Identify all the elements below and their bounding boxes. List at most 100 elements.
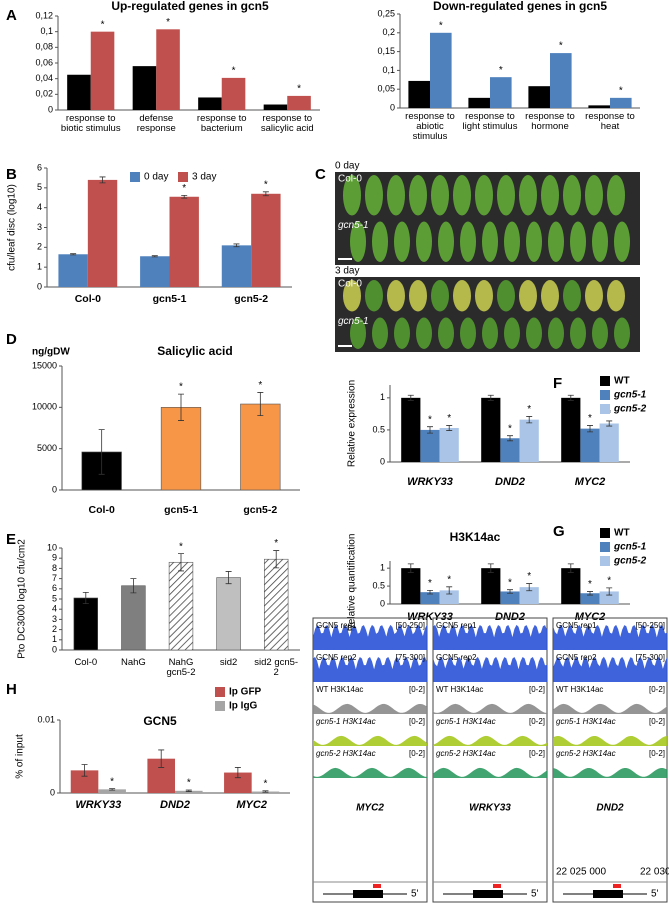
bar bbox=[58, 254, 88, 287]
significance-mark: * bbox=[297, 84, 301, 95]
y-tick-label: 0,1 bbox=[40, 26, 53, 36]
coverage-track bbox=[433, 735, 547, 746]
leaf bbox=[394, 221, 410, 262]
coverage-track bbox=[553, 703, 667, 714]
x-tick-label-box: Col-0 bbox=[88, 505, 115, 516]
row-label: Col-0 bbox=[338, 174, 362, 185]
bar bbox=[550, 53, 572, 108]
leaf bbox=[365, 175, 383, 216]
legend-label: gcn5-2 bbox=[613, 404, 647, 415]
row-label: Col-0 bbox=[338, 279, 362, 290]
bar bbox=[98, 789, 126, 793]
gene-name: DND2 bbox=[596, 803, 624, 814]
panel-label: G bbox=[553, 523, 565, 540]
leaf bbox=[519, 175, 537, 216]
significance-mark: * bbox=[447, 413, 451, 424]
error-bar bbox=[587, 425, 593, 433]
bar bbox=[580, 428, 600, 462]
x-tick-label-box: WRKY33 bbox=[75, 800, 121, 811]
legend-swatch bbox=[130, 172, 140, 182]
error-bar bbox=[567, 563, 574, 573]
x-tick-label-box: DND2 bbox=[495, 477, 525, 488]
error-bar bbox=[158, 749, 165, 768]
x-tick-label-box: Col-0 bbox=[75, 294, 101, 305]
bar bbox=[263, 558, 289, 651]
coverage-track bbox=[313, 767, 427, 778]
x-tick-label-box: DND2 bbox=[495, 612, 525, 623]
y-tick-label: 0 bbox=[52, 644, 57, 654]
x-tick-label-box: gcn5-1 bbox=[153, 294, 187, 305]
track-range: [75-300] bbox=[636, 653, 665, 662]
y-tick-label: 0.5 bbox=[372, 424, 385, 434]
coverage-track bbox=[553, 735, 667, 746]
coverage-track bbox=[313, 703, 427, 714]
x-tick-label: Col-0 bbox=[74, 658, 98, 668]
leaf bbox=[585, 280, 603, 312]
x-tick-label-box: response to light stimulus bbox=[463, 112, 518, 131]
error-bar bbox=[225, 571, 232, 585]
y-tick-label: 0,2 bbox=[382, 27, 395, 37]
track-name: GCN5 rep1 bbox=[556, 621, 597, 630]
error-bar bbox=[526, 583, 533, 592]
y-tick-label: 5000 bbox=[37, 443, 57, 453]
legend-label: Ip IgG bbox=[229, 701, 258, 712]
coverage-track bbox=[313, 624, 427, 650]
leaf bbox=[394, 317, 410, 349]
x-tick-label-box: response to bacterium bbox=[197, 114, 247, 133]
x-tick-label-box: sid2 gcn5-2 bbox=[254, 658, 298, 677]
leaf bbox=[365, 280, 383, 312]
y-tick-label: 0,06 bbox=[35, 57, 53, 67]
leaf bbox=[350, 221, 366, 262]
x-tick-label: gcn5-2 bbox=[243, 505, 278, 516]
track-name: gcn5-1 H3K14ac bbox=[556, 717, 616, 726]
y-axis-label: Relative quantification bbox=[347, 534, 358, 632]
y-tick-label: 8 bbox=[52, 563, 57, 573]
y-axis-label: Relative expression bbox=[347, 380, 358, 467]
track-range: [0-2] bbox=[409, 749, 425, 758]
tss-marker bbox=[493, 884, 501, 888]
y-tick-label: 5 bbox=[52, 593, 57, 603]
coverage-track bbox=[313, 735, 427, 746]
bar bbox=[468, 97, 490, 108]
y-tick-label: 0,04 bbox=[35, 73, 53, 83]
track-range: [0-2] bbox=[529, 717, 545, 726]
y-tick-label: 2 bbox=[52, 624, 57, 634]
bar bbox=[580, 593, 600, 604]
track-range: [0-2] bbox=[409, 717, 425, 726]
x-tick-label-box: response to heat bbox=[585, 112, 635, 131]
error-bar bbox=[70, 253, 77, 256]
x-tick-label: NahG gcn5-2 bbox=[166, 658, 196, 678]
bar bbox=[70, 770, 99, 793]
y-axis-label: Pto DC3000 log10 cfu/cm2 bbox=[17, 539, 28, 659]
exon bbox=[593, 890, 623, 898]
bar bbox=[610, 97, 632, 108]
y-tick-label: 0,05 bbox=[377, 84, 395, 94]
y-tick-label: 0 bbox=[380, 598, 385, 608]
leaf bbox=[453, 280, 471, 312]
bar bbox=[160, 407, 202, 491]
track-name: gcn5-1 H3K14ac bbox=[436, 717, 496, 726]
x-tick-label-box: defense response bbox=[136, 114, 176, 134]
leaf bbox=[585, 175, 603, 216]
error-bar bbox=[427, 426, 433, 434]
track-range: [0-2] bbox=[649, 717, 665, 726]
legend-swatch bbox=[600, 376, 610, 386]
error-bar bbox=[567, 394, 574, 401]
panel-label: F bbox=[553, 375, 562, 392]
track-name: WT H3K14ac bbox=[556, 685, 603, 694]
leaf bbox=[497, 280, 515, 312]
time-label: 3 day bbox=[335, 266, 359, 277]
x-tick-label: Col-0 bbox=[88, 505, 115, 516]
legend-label: gcn5-1 bbox=[613, 390, 647, 401]
y-axis-label: % of input bbox=[15, 734, 26, 779]
significance-mark: * bbox=[182, 183, 186, 194]
y-tick-label: 0 bbox=[37, 281, 42, 291]
x-tick-label: defense response bbox=[136, 114, 176, 134]
bar bbox=[169, 196, 199, 287]
legend-swatch bbox=[600, 528, 610, 538]
y-tick-label: 0 bbox=[50, 787, 55, 797]
leaf bbox=[592, 221, 608, 262]
leaf bbox=[570, 221, 586, 262]
panel-label: C bbox=[315, 166, 326, 183]
y-tick-label: 0 bbox=[380, 456, 385, 466]
